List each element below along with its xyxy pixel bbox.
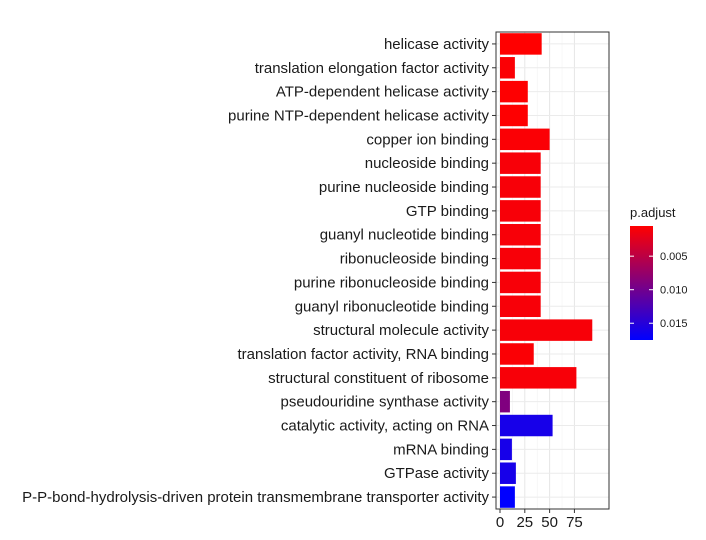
- bar: [500, 343, 534, 365]
- category-label: translation elongation factor activity: [255, 60, 490, 77]
- category-label: purine ribonucleoside binding: [294, 274, 489, 291]
- bar: [500, 390, 510, 413]
- bar: [500, 176, 541, 198]
- category-label: guanyl ribonucleotide binding: [295, 298, 489, 315]
- bar: [500, 319, 593, 341]
- category-label: GTP binding: [406, 203, 489, 220]
- legend-ticks: 0.005 0.010 0.015: [630, 251, 688, 330]
- bar: [500, 271, 541, 294]
- plot-border: [495, 31, 610, 510]
- legend-title: p.adjust: [630, 205, 676, 220]
- bar: [500, 57, 515, 79]
- bar: [500, 462, 516, 484]
- category-label: catalytic activity, acting on RNA: [281, 418, 489, 435]
- x-tick-label: 50: [541, 514, 558, 531]
- category-label: nucleoside binding: [365, 155, 489, 172]
- bar: [500, 247, 541, 270]
- legend-tick-label: 0.005: [660, 251, 688, 263]
- bar: [500, 223, 541, 246]
- bar: [500, 414, 553, 437]
- category-label: pseudouridine synthase activity: [281, 394, 490, 411]
- bar: [500, 33, 542, 55]
- category-label: purine nucleoside binding: [319, 179, 489, 196]
- x-tick-label: 25: [516, 514, 533, 531]
- bar: [500, 295, 541, 318]
- category-label: ribonucleoside binding: [340, 251, 489, 268]
- x-tick-label: 0: [496, 514, 504, 531]
- x-axis: 0 25 50 75: [496, 509, 583, 531]
- bar: [500, 104, 528, 127]
- category-label: P-P-bond-hydrolysis-driven protein trans…: [22, 489, 489, 506]
- category-label: GTPase activity: [384, 465, 490, 482]
- bar: [500, 80, 528, 103]
- category-label: copper ion binding: [366, 131, 489, 148]
- category-labels: helicase activity translation elongation …: [22, 36, 496, 506]
- bars: [500, 33, 593, 508]
- category-label: purine NTP-dependent helicase activity: [228, 107, 489, 124]
- legend-tick-label: 0.010: [660, 285, 688, 297]
- category-label: helicase activity: [384, 36, 490, 53]
- legend-tick-label: 0.015: [660, 318, 688, 330]
- bar: [500, 200, 541, 222]
- colorbar: [630, 226, 653, 340]
- x-tick-label: 75: [566, 514, 583, 531]
- category-label: mRNA binding: [393, 441, 489, 458]
- bar: [500, 486, 515, 508]
- category-label: structural molecule activity: [313, 322, 489, 339]
- category-label: ATP-dependent helicase activity: [276, 84, 490, 101]
- category-label: translation factor activity, RNA binding: [237, 346, 489, 363]
- bar: [500, 367, 577, 389]
- plot-panel: [496, 32, 609, 509]
- category-label: guanyl nucleotide binding: [320, 227, 489, 244]
- bar: [500, 438, 512, 461]
- legend: p.adjust 0.005 0.010 0.015: [630, 205, 688, 340]
- bar: [500, 128, 550, 151]
- category-label: structural constituent of ribosome: [268, 370, 489, 387]
- bar: [500, 152, 541, 174]
